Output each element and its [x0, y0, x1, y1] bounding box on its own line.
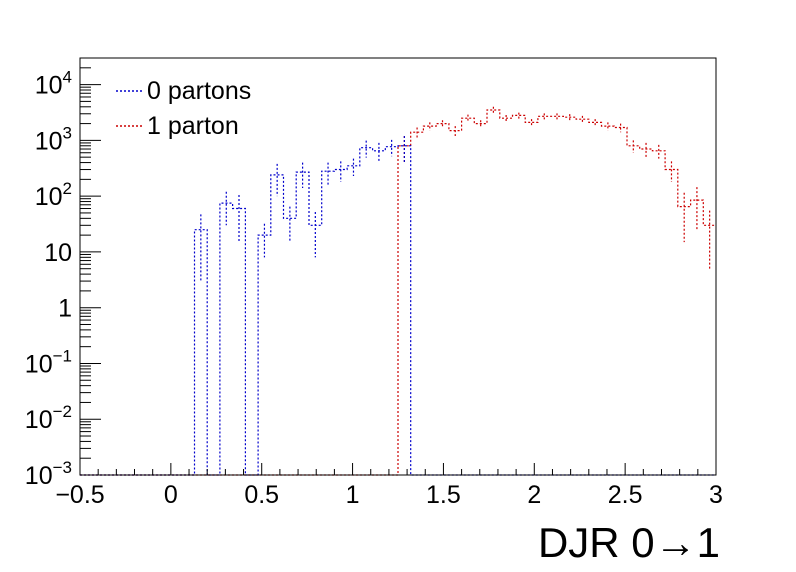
y-tick-exponent: −1 — [53, 346, 72, 365]
legend-label-1-parton: 1 parton — [147, 112, 239, 140]
y-tick-exponent: −2 — [53, 402, 72, 421]
y-tick-base: 1 — [58, 295, 72, 323]
x-tick-label: 3 — [709, 481, 723, 509]
y-tick-base: 10 — [44, 239, 72, 267]
y-tick-label: 10−1 — [25, 346, 72, 378]
x-tick-label: 2 — [527, 481, 541, 509]
x-axis-title: DJR 0→1 — [538, 519, 720, 566]
y-tick-label: 10−3 — [25, 458, 72, 490]
y-tick-label: 10 — [44, 239, 72, 267]
legend-label-0-partons: 0 partons — [147, 77, 251, 105]
y-tick-base: 10 — [25, 406, 53, 434]
y-tick-label: 104 — [35, 68, 72, 100]
x-tick-label: 0.5 — [244, 481, 279, 509]
histogram-data — [80, 106, 716, 476]
x-tick-label: −0.5 — [55, 481, 104, 509]
y-tick-base: 10 — [25, 462, 53, 490]
tick-labels: −0.5 0 0.5 1 1.5 2 2.5 310−310−210−111010210310… — [25, 68, 723, 509]
x-tick-label: 1.5 — [426, 481, 461, 509]
y-tick-base: 10 — [35, 183, 63, 211]
y-tick-label: 1 — [58, 295, 72, 323]
x-tick-label: 0 — [164, 481, 178, 509]
y-tick-exponent: 3 — [63, 123, 72, 142]
y-tick-base: 10 — [35, 127, 63, 155]
y-tick-label: 102 — [35, 179, 72, 211]
y-tick-exponent: −3 — [53, 458, 72, 477]
y-tick-label: 103 — [35, 123, 72, 155]
series-line-1-parton — [80, 109, 716, 476]
y-tick-exponent: 4 — [63, 68, 72, 87]
y-tick-exponent: 2 — [63, 179, 72, 198]
series-1-parton — [80, 106, 716, 476]
y-tick-label: 10−2 — [25, 402, 72, 434]
plot-frame — [79, 57, 717, 476]
axis-ticks — [79, 57, 717, 476]
x-tick-label: 1 — [346, 481, 360, 509]
x-tick-label: 2.5 — [608, 481, 643, 509]
y-tick-base: 10 — [25, 350, 53, 378]
legend: 0 partons 1 parton — [116, 77, 251, 140]
y-tick-base: 10 — [35, 72, 63, 100]
